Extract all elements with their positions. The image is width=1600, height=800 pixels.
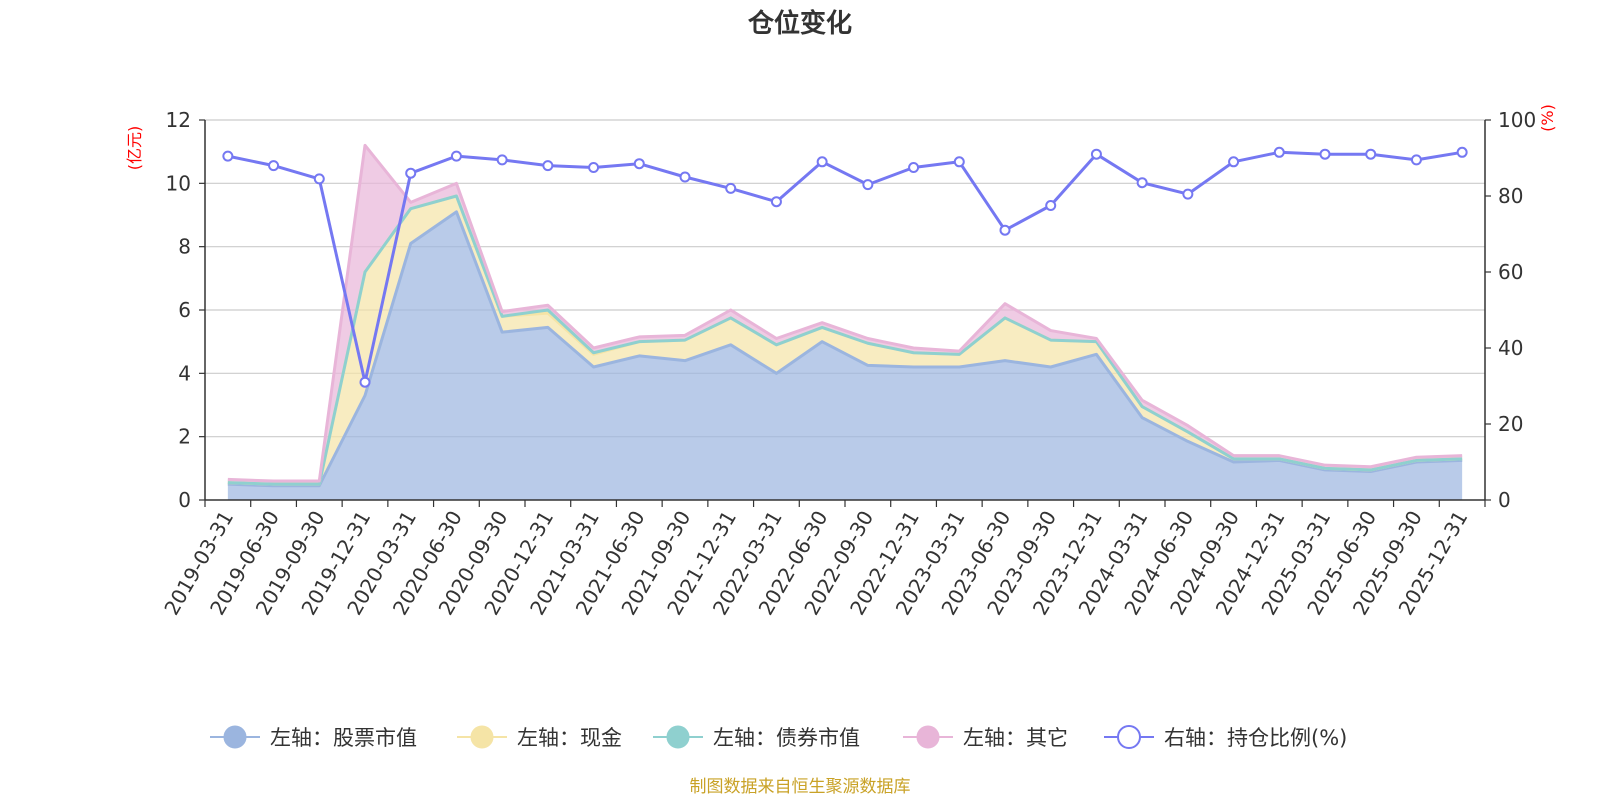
legend-marker [1117, 725, 1141, 749]
legend-item-0[interactable]: 左轴：股票市值 [210, 725, 417, 750]
left-axis-tick-label: 4 [178, 361, 191, 385]
ratio-point[interactable] [1410, 154, 1422, 166]
ratio-point[interactable] [1319, 148, 1331, 160]
right-axis-tick-label: 100 [1498, 108, 1536, 132]
right-axis-tick-label: 20 [1498, 412, 1523, 436]
area-0 [227, 211, 1463, 501]
ratio-point[interactable] [999, 224, 1011, 236]
right-axis-unit-label: (%) [1538, 104, 1557, 132]
ratio-point[interactable] [588, 162, 600, 173]
ratio-point[interactable] [222, 150, 234, 162]
ratio-point[interactable] [1228, 156, 1240, 168]
ratio-point[interactable] [1273, 146, 1285, 158]
ratio-point[interactable] [496, 154, 508, 166]
right-axis-tick-label: 80 [1498, 184, 1523, 208]
ratio-point[interactable] [633, 158, 645, 170]
chart-title: 仓位变化 [747, 8, 852, 39]
ratio-point[interactable] [908, 162, 920, 173]
ratio-point[interactable] [359, 376, 371, 388]
right-axis-tick-label: 60 [1498, 260, 1523, 284]
ratio-line [227, 150, 1463, 384]
ratio-point[interactable] [313, 173, 325, 185]
legend-label: 右轴：持仓比例(%) [1164, 726, 1347, 750]
legend-label: 左轴：股票市值 [270, 726, 417, 750]
area-line-2 [227, 194, 1463, 486]
area-line-0 [227, 210, 1463, 488]
ratio-point[interactable] [1090, 148, 1102, 160]
left-axis-tick-label: 0 [178, 488, 191, 512]
source-note: 制图数据来自恒生聚源数据库 [690, 777, 911, 797]
legend-label: 左轴：债券市值 [713, 726, 860, 750]
ratio-point[interactable] [1045, 200, 1057, 211]
ratio-point[interactable] [1136, 177, 1148, 189]
ratio-point[interactable] [862, 179, 874, 191]
ratio-point[interactable] [953, 156, 965, 168]
legend-marker [470, 725, 494, 749]
area-line-3 [227, 143, 1463, 483]
ratio-point[interactable] [1456, 146, 1468, 158]
ratio-point[interactable] [268, 160, 280, 172]
ratio-point[interactable] [405, 167, 417, 179]
legend-marker [916, 725, 940, 749]
legend-marker [223, 725, 247, 749]
legend-label: 左轴：其它 [963, 726, 1068, 750]
right-axis-tick-label: 40 [1498, 336, 1523, 360]
right-axis-tick-label: 0 [1498, 488, 1511, 512]
left-axis-tick-label: 12 [166, 108, 191, 132]
legend-marker [666, 725, 690, 749]
legend-item-2[interactable]: 左轴：债券市值 [653, 725, 860, 750]
legend-item-4[interactable]: 右轴：持仓比例(%) [1104, 725, 1347, 750]
left-axis-tick-label: 6 [178, 298, 191, 322]
left-axis-tick-label: 10 [166, 171, 191, 195]
ratio-point[interactable] [1182, 188, 1194, 200]
ratio-point[interactable] [1365, 148, 1377, 160]
ratio-point[interactable] [542, 160, 554, 172]
ratio-point[interactable] [770, 196, 782, 208]
legend-label: 左轴：现金 [517, 726, 622, 750]
left-axis-unit-label: (亿元) [125, 126, 144, 171]
ratio-point[interactable] [816, 156, 828, 168]
ratio-point[interactable] [725, 182, 737, 194]
ratio-point[interactable] [679, 171, 691, 183]
ratio-point[interactable] [450, 150, 462, 162]
left-axis-tick-label: 8 [178, 235, 191, 259]
left-axis-tick-label: 2 [178, 425, 191, 449]
legend-item-3[interactable]: 左轴：其它 [903, 725, 1068, 750]
legend-item-1[interactable]: 左轴：现金 [457, 725, 622, 750]
